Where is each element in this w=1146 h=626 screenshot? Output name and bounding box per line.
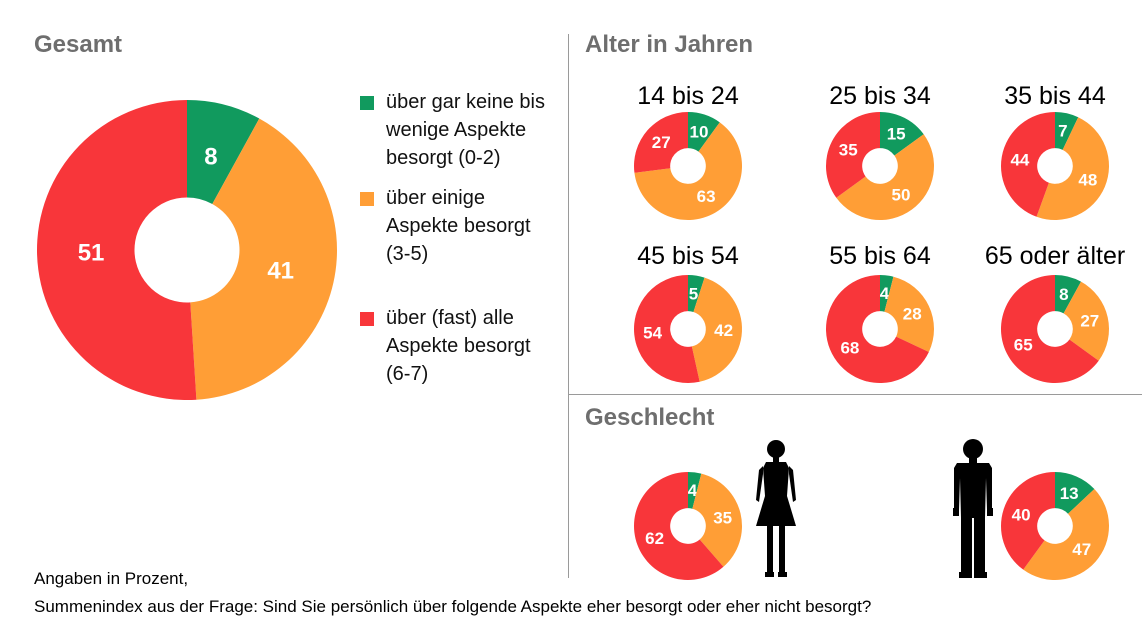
donut-chart-14-24-segment-green-label: 10: [690, 123, 709, 142]
donut-chart-45-54: 5 42 54: [634, 275, 742, 383]
donut-chart-25-34-segment-orange-label: 50: [891, 185, 910, 204]
donut-chart-35-44-segment-red-label: 44: [1010, 150, 1029, 169]
donut-chart-45-54-segment-red-label: 54: [643, 323, 662, 342]
donut-chart-female: 4 35 62: [634, 472, 742, 580]
legend-swatch-green: [360, 96, 374, 110]
footnote-unit: Angaben in Prozent,: [34, 569, 189, 588]
footnote-question: Summenindex aus der Frage: Sind Sie pers…: [34, 597, 872, 616]
donut-chart-female-segment-orange: [692, 473, 742, 567]
donut-chart-female-segment-orange-label: 35: [713, 508, 732, 527]
donut-chart-55-64-segment-orange: [884, 276, 934, 352]
donut-chart-45-54-segment-green: [688, 275, 705, 313]
donut-chart-45-54-segment-green-label: 5: [689, 284, 698, 303]
donut-chart-25-34-segment-red: [826, 112, 880, 198]
donut-chart-55-64: 4 28 68: [826, 275, 934, 383]
donut-chart-male-segment-green: [1055, 472, 1095, 514]
vertical-divider: [568, 34, 569, 578]
legend-text-orange: über einige Aspekte besorgt (3-5): [386, 187, 531, 265]
donut-chart-male-segment-green-label: 13: [1060, 484, 1079, 503]
donut-chart-25-34: 15 50 35: [826, 112, 934, 220]
donut-chart-35-44: 7 48 44: [1001, 112, 1109, 220]
donut-chart-35-44-segment-orange-label: 48: [1078, 170, 1097, 189]
donut-chart-male-segment-red-label: 40: [1012, 505, 1031, 524]
horizontal-divider: [568, 394, 1142, 395]
donut-chart-14-24: 10 63 27: [634, 112, 742, 220]
donut-chart-14-24-segment-red-label: 27: [652, 133, 671, 152]
donut-chart-female-segment-green-label: 4: [688, 481, 698, 500]
donut-chart-gesamt-segment-green: [187, 100, 260, 204]
donut-chart-45-54-segment-orange-label: 42: [714, 321, 733, 340]
donut-chart-male-segment-orange: [1023, 489, 1109, 580]
donut-chart-14-24-segment-orange-label: 63: [697, 187, 716, 206]
donut-chart-female-segment-red: [634, 472, 724, 580]
section-title-alter: Alter in Jahren: [585, 31, 754, 58]
donut-chart-14-24-segment-green: [688, 112, 720, 152]
donut-chart-35-44-segment-green: [1055, 112, 1079, 150]
donut-chart-25-34-segment-orange: [836, 134, 934, 220]
donut-chart-gesamt-segment-orange: [190, 118, 337, 400]
donut-chart-gesamt: 8 41 51: [36, 100, 337, 400]
donut-chart-gesamt-segment-green-label: 8: [204, 144, 217, 171]
section-title-gesamt: Gesamt: [34, 31, 123, 58]
donut-title-25-34: 25 bis 34: [829, 82, 931, 110]
donut-title-65-plus: 65 oder älter: [984, 242, 1126, 270]
legend-text-green: über gar keine bis wenige Aspekte besorg…: [386, 91, 545, 169]
donut-chart-male-segment-red: [1001, 472, 1055, 570]
donut-chart-25-34-segment-green: [880, 112, 924, 156]
legend-item-orange: über einige Aspekte besorgt (3-5): [360, 184, 550, 268]
man-silhouette-icon: [953, 439, 993, 578]
donut-chart-65-plus-segment-orange-label: 27: [1080, 312, 1099, 331]
donut-chart-14-24-segment-red: [634, 112, 688, 173]
legend-item-red: über (fast) alle Aspekte besorgt (6-7): [360, 304, 550, 388]
section-title-geschlecht: Geschlecht: [585, 404, 715, 431]
donut-chart-gesamt-segment-red: [36, 100, 197, 400]
legend-text-red: über (fast) alle Aspekte besorgt (6-7): [386, 307, 531, 385]
donut-title-35-44: 35 bis 44: [1004, 82, 1106, 110]
legend-item-green: über gar keine bis wenige Aspekte besorg…: [360, 88, 550, 172]
donut-chart-14-24-segment-orange: [634, 122, 742, 220]
donut-title-55-64: 55 bis 64: [829, 242, 931, 270]
donut-chart-gesamt-segment-red-label: 51: [78, 240, 105, 267]
legend-swatch-orange: [360, 192, 374, 206]
donut-chart-gesamt-segment-orange-label: 41: [267, 257, 294, 284]
donut-chart-55-64-segment-green-label: 4: [880, 284, 890, 303]
legend: über gar keine bis wenige Aspekte besorg…: [360, 88, 550, 388]
donut-title-45-54: 45 bis 54: [637, 242, 739, 270]
donut-chart-male-segment-orange-label: 47: [1072, 540, 1091, 559]
donut-chart-male: 13 47 40: [1001, 472, 1109, 580]
donut-chart-65-plus: 8 27 65: [1001, 275, 1109, 383]
donut-chart-55-64-segment-green: [880, 275, 894, 312]
donut-chart-55-64-segment-red-label: 68: [840, 339, 859, 358]
donut-chart-65-plus-segment-green: [1055, 275, 1082, 314]
donut-chart-25-34-segment-green-label: 15: [887, 125, 906, 144]
donut-chart-female-segment-green: [688, 472, 702, 509]
donut-chart-65-plus-segment-red: [1001, 275, 1099, 383]
donut-chart-55-64-segment-red: [826, 275, 929, 383]
legend-swatch-red: [360, 312, 374, 326]
donut-title-14-24: 14 bis 24: [637, 82, 739, 110]
donut-chart-35-44-segment-orange: [1036, 117, 1109, 220]
donut-chart-45-54-segment-red: [634, 275, 700, 383]
donut-chart-female-segment-red-label: 62: [645, 529, 664, 548]
donut-chart-65-plus-segment-green-label: 8: [1059, 285, 1068, 304]
donut-chart-65-plus-segment-red-label: 65: [1014, 336, 1033, 355]
donut-chart-65-plus-segment-orange: [1063, 281, 1109, 361]
woman-silhouette-icon: [756, 440, 796, 577]
donut-chart-45-54-segment-orange: [691, 277, 742, 382]
donut-chart-35-44-segment-green-label: 7: [1058, 122, 1067, 141]
donut-chart-55-64-segment-orange-label: 28: [903, 304, 922, 323]
donut-chart-35-44-segment-red: [1001, 112, 1055, 217]
donut-chart-25-34-segment-red-label: 35: [839, 140, 858, 159]
